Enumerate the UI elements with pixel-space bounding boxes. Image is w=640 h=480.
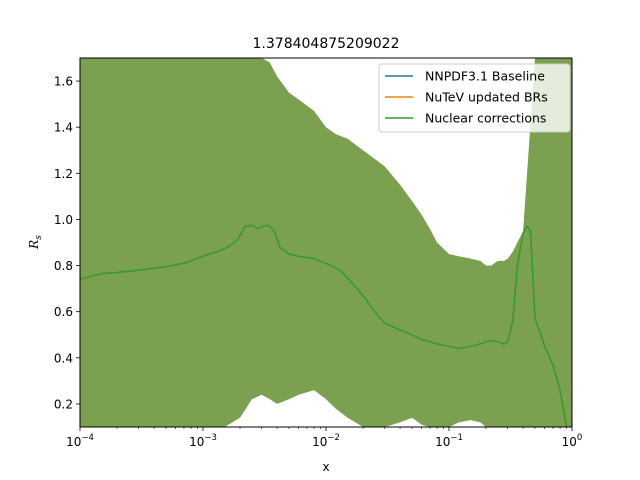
x-axis-ticks: 10−4 10−3 10−2 10−1 100 <box>66 427 582 449</box>
x-tick-label: 10−4 <box>66 433 94 449</box>
y-tick-label: 1.6 <box>54 75 73 89</box>
y-tick-label: 1.2 <box>54 167 73 181</box>
y-tick-label: 0.2 <box>54 397 73 411</box>
x-tick-label: 10−2 <box>312 433 340 449</box>
series-line-3 <box>80 224 568 427</box>
legend-label: NNPDF3.1 Baseline <box>425 69 545 84</box>
y-axis-ticks: 0.2 0.4 0.6 0.8 1.0 1.2 1.4 1.6 <box>54 75 80 411</box>
series-layer <box>80 224 568 427</box>
x-axis-label: x <box>322 460 329 474</box>
y-axis-label-main: R <box>27 240 41 250</box>
x-tick-label: 100 <box>562 433 583 449</box>
y-tick-label: 0.8 <box>54 259 73 273</box>
y-tick-label: 0.4 <box>54 351 73 365</box>
chart-title: 1.378404875209022 <box>253 36 400 52</box>
legend-label: NuTeV updated BRs <box>425 90 548 105</box>
y-axis-label: Rs <box>27 235 44 250</box>
x-tick-label: 10−1 <box>435 433 463 449</box>
uncertainty-band <box>80 58 572 427</box>
legend-label: Nuclear corrections <box>425 111 546 126</box>
y-tick-label: 1.0 <box>54 213 73 227</box>
y-tick-label: 1.4 <box>54 121 73 135</box>
x-tick-label: 10−3 <box>189 433 217 449</box>
uncertainty-band-layer <box>80 58 572 427</box>
legend: NNPDF3.1 Baseline NuTeV updated BRs Nuclea… <box>378 63 571 133</box>
legend-box <box>378 63 571 133</box>
y-tick-label: 0.6 <box>54 305 73 319</box>
y-axis-label-subscript: s <box>34 235 44 240</box>
